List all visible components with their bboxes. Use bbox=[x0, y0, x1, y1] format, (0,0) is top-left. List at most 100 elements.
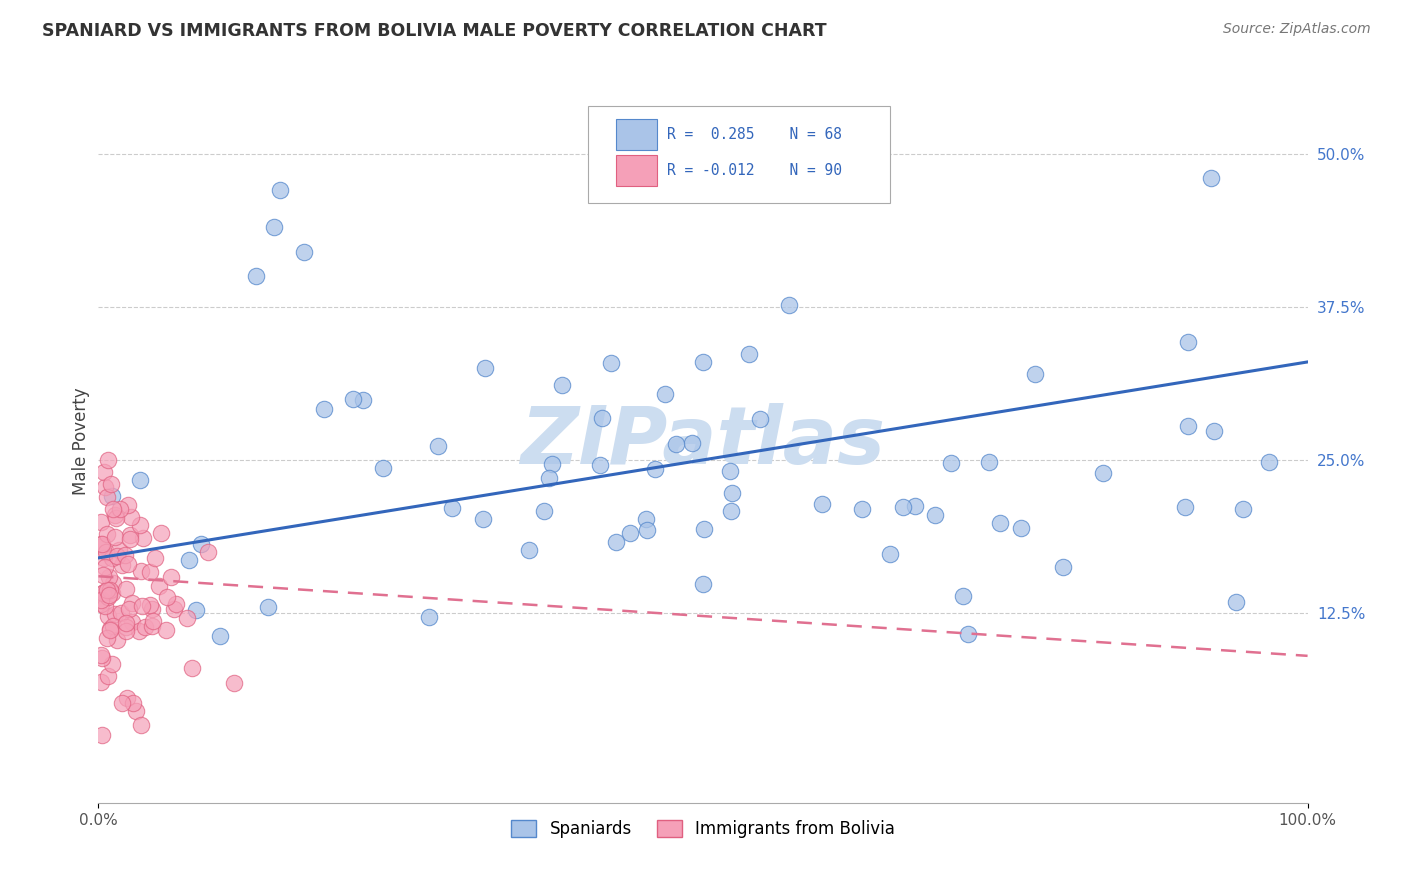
Legend: Spaniards, Immigrants from Bolivia: Spaniards, Immigrants from Bolivia bbox=[505, 814, 901, 845]
Point bbox=[96, 545, 118, 559]
Point bbox=[619, 526, 641, 541]
Point bbox=[956, 626, 979, 640]
Point bbox=[718, 464, 741, 478]
Point bbox=[90, 537, 112, 551]
Point bbox=[208, 629, 231, 643]
Point bbox=[977, 455, 1000, 469]
Point bbox=[181, 661, 204, 675]
Point bbox=[591, 411, 613, 425]
Point bbox=[924, 508, 946, 522]
Point bbox=[110, 558, 132, 573]
Point bbox=[90, 598, 112, 612]
Point bbox=[125, 704, 148, 718]
Point bbox=[104, 530, 127, 544]
Point bbox=[134, 620, 156, 634]
Point bbox=[121, 615, 143, 629]
Point bbox=[160, 570, 183, 584]
Point bbox=[778, 298, 800, 312]
Point bbox=[118, 601, 141, 615]
Point bbox=[105, 511, 128, 525]
Point bbox=[93, 560, 115, 574]
Point bbox=[128, 517, 150, 532]
Point bbox=[90, 515, 112, 529]
Point bbox=[517, 542, 540, 557]
Point bbox=[104, 607, 127, 621]
Point bbox=[121, 596, 143, 610]
Point bbox=[533, 503, 555, 517]
Point bbox=[681, 436, 703, 450]
Point bbox=[97, 609, 120, 624]
Point bbox=[129, 718, 152, 732]
Point bbox=[1092, 466, 1115, 480]
Point bbox=[114, 549, 136, 563]
Point bbox=[118, 533, 141, 547]
Point bbox=[811, 497, 834, 511]
Point bbox=[263, 220, 285, 235]
Point bbox=[749, 412, 772, 426]
Text: Source: ZipAtlas.com: Source: ZipAtlas.com bbox=[1223, 22, 1371, 37]
Point bbox=[108, 543, 131, 558]
Point bbox=[292, 244, 315, 259]
Point bbox=[105, 549, 128, 563]
Point bbox=[636, 512, 658, 526]
Text: ZIPatlas: ZIPatlas bbox=[520, 402, 886, 481]
Point bbox=[94, 480, 117, 494]
Point bbox=[373, 461, 395, 475]
FancyBboxPatch shape bbox=[616, 120, 657, 150]
Point bbox=[644, 462, 666, 476]
Point bbox=[96, 490, 118, 504]
Point bbox=[1232, 502, 1254, 516]
Point bbox=[176, 610, 198, 624]
Point bbox=[1174, 500, 1197, 514]
Point bbox=[148, 580, 170, 594]
Point bbox=[474, 361, 496, 376]
Point bbox=[1177, 418, 1199, 433]
Point bbox=[97, 669, 120, 683]
Point bbox=[1225, 595, 1247, 609]
Text: R =  0.285    N = 68: R = 0.285 N = 68 bbox=[666, 127, 842, 142]
Text: SPANIARD VS IMMIGRANTS FROM BOLIVIA MALE POVERTY CORRELATION CHART: SPANIARD VS IMMIGRANTS FROM BOLIVIA MALE… bbox=[42, 22, 827, 40]
Point bbox=[636, 523, 658, 537]
Point bbox=[891, 500, 914, 514]
Point bbox=[115, 620, 138, 634]
Point bbox=[101, 586, 124, 600]
Point bbox=[721, 486, 744, 500]
Point bbox=[117, 557, 139, 571]
Point bbox=[605, 534, 627, 549]
Point bbox=[665, 437, 688, 451]
Point bbox=[197, 545, 219, 559]
Point bbox=[1202, 424, 1225, 438]
Point bbox=[1010, 521, 1032, 535]
Point bbox=[101, 502, 124, 516]
Point bbox=[132, 531, 155, 545]
Point bbox=[100, 477, 122, 491]
Point bbox=[90, 648, 112, 662]
Point bbox=[952, 589, 974, 603]
Point bbox=[156, 590, 179, 604]
Point bbox=[720, 504, 742, 518]
Point bbox=[600, 356, 623, 370]
Point bbox=[93, 465, 115, 479]
Y-axis label: Male Poverty: Male Poverty bbox=[72, 388, 90, 495]
Point bbox=[1258, 455, 1281, 469]
Point bbox=[177, 553, 200, 567]
Point bbox=[114, 582, 136, 596]
Point bbox=[101, 576, 124, 591]
Point bbox=[97, 590, 120, 604]
Point bbox=[94, 599, 117, 613]
Point bbox=[100, 550, 122, 565]
Point bbox=[139, 565, 162, 579]
Point bbox=[117, 498, 139, 512]
Point bbox=[143, 551, 166, 566]
Point bbox=[352, 393, 374, 408]
Point bbox=[222, 676, 245, 690]
Point bbox=[120, 528, 142, 542]
Point bbox=[141, 619, 163, 633]
Point bbox=[93, 584, 115, 599]
Point bbox=[426, 439, 449, 453]
FancyBboxPatch shape bbox=[588, 105, 890, 203]
Point bbox=[90, 593, 112, 607]
Point bbox=[1024, 367, 1046, 381]
Point bbox=[97, 588, 120, 602]
Text: R = -0.012    N = 90: R = -0.012 N = 90 bbox=[666, 163, 842, 178]
